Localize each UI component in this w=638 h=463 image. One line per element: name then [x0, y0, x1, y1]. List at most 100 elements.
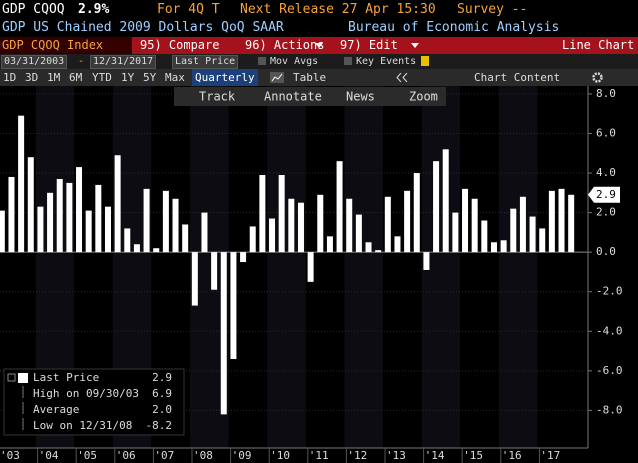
x-tick-label: '07: [154, 449, 174, 462]
bar: [558, 188, 565, 253]
frequency[interactable]: Quarterly: [192, 69, 258, 86]
end-date[interactable]: 12/31/2017: [90, 55, 157, 69]
year-band: [344, 86, 383, 448]
bar: [297, 202, 304, 253]
menu-item[interactable]: 96) Actions: [245, 38, 325, 52]
tool[interactable]: Zoom: [409, 90, 438, 104]
bar: [220, 252, 227, 415]
checkbox[interactable]: [344, 57, 352, 65]
y-tick-label: 0.0: [596, 245, 616, 258]
legend-swatch: [18, 373, 28, 383]
range[interactable]: 5Y: [143, 71, 157, 84]
checkbox[interactable]: [258, 57, 266, 65]
x-tick-label: '11: [309, 449, 329, 462]
start-date[interactable]: 03/31/2003: [1, 55, 68, 69]
bar: [0, 210, 5, 253]
range[interactable]: Max: [165, 71, 185, 84]
bar: [85, 210, 92, 253]
bar: [249, 226, 256, 253]
bar: [346, 198, 353, 253]
mov-avgs[interactable]: Mov Avgs: [270, 56, 319, 67]
bar: [240, 252, 247, 263]
bar: [66, 182, 73, 253]
bar: [394, 236, 401, 253]
settings-icon[interactable]: [592, 72, 603, 83]
y-tick-label: -6.0: [596, 364, 623, 377]
menu-item[interactable]: 95) Compare: [140, 38, 220, 52]
x-tick-label: '16: [502, 449, 522, 462]
bar: [462, 188, 469, 253]
x-tick-label: '04: [39, 449, 59, 462]
table[interactable]: Table: [293, 71, 327, 84]
bar: [153, 248, 160, 253]
menu-item[interactable]: 97) Edit: [340, 38, 398, 52]
tool[interactable]: News: [346, 90, 375, 104]
bar: [269, 218, 276, 253]
y-tick-label: -4.0: [596, 324, 623, 337]
range[interactable]: YTD: [92, 71, 112, 84]
x-tick-label: '08: [193, 449, 213, 462]
range[interactable]: 1Y: [121, 71, 135, 84]
background-layer: [35, 86, 538, 448]
bar: [27, 157, 34, 253]
range[interactable]: 3D: [25, 71, 39, 84]
description-row: GDP US Chained 2009 Dollars QoQ SAAR Bur…: [0, 19, 638, 37]
security[interactable]: GDP CQOQ Index: [0, 37, 132, 54]
last-value: 2.9%: [78, 2, 110, 17]
chart-kind[interactable]: Line Chart: [562, 38, 635, 52]
price-field[interactable]: Last Price: [172, 55, 238, 69]
info-icon[interactable]: [421, 56, 429, 66]
last-value-marker: [588, 186, 620, 203]
toolbar-background: [174, 87, 446, 106]
survey: Survey --: [457, 2, 528, 17]
range[interactable]: 1M: [47, 71, 61, 84]
release: Next Release 27 Apr 15:30: [240, 2, 436, 17]
date-separator: -: [78, 56, 85, 67]
bar: [548, 190, 555, 253]
header-row: GDP CQOQ 2.9% For 4Q T Next Release 27 A…: [0, 0, 638, 19]
bar: [442, 149, 449, 253]
legend-value: 2.0: [152, 403, 172, 416]
x-tick-label: '03: [0, 449, 20, 462]
tool[interactable]: Annotate: [264, 90, 322, 104]
tool[interactable]: Track: [199, 90, 236, 104]
x-tick-label: '06: [116, 449, 136, 462]
source: Bureau of Economic Analysis: [348, 20, 560, 35]
legend-label: Low on 12/31/08: [33, 419, 132, 432]
bar: [182, 224, 189, 253]
bar: [114, 155, 121, 253]
x-tick-label: '15: [463, 449, 483, 462]
legend-value: -8.2: [146, 419, 173, 432]
bar: [375, 250, 382, 253]
y-tick-label: 8.0: [596, 87, 616, 100]
bar: [355, 214, 362, 253]
bar: [336, 161, 343, 253]
y-tick-label: -2.0: [596, 285, 623, 298]
bar: [481, 220, 488, 253]
collapse-icon[interactable]: [396, 73, 408, 82]
legend-label: Last Price: [33, 371, 99, 384]
bar: [230, 252, 237, 359]
bar: [95, 184, 102, 253]
bar: [384, 196, 391, 253]
x-tick-label: '10: [270, 449, 290, 462]
legend-label: High on 09/30/03: [33, 387, 139, 400]
description: GDP US Chained 2009 Dollars QoQ SAAR: [2, 20, 284, 35]
bar: [539, 228, 546, 253]
bar: [56, 178, 63, 253]
options-row: 03/31/2003 - 12/31/2017 Last Price Mov A…: [0, 54, 638, 69]
chart-content[interactable]: Chart Content: [474, 71, 561, 84]
bar: [326, 236, 333, 253]
bar: [365, 242, 372, 253]
bar: [162, 190, 169, 253]
menu-row: GDP CQOQ Index 95) Compare 96) Actions 9…: [0, 37, 638, 54]
x-tick-label: '09: [232, 449, 252, 462]
y-tick-label: 2.0: [596, 206, 616, 219]
key-events[interactable]: Key Events: [356, 56, 417, 67]
range[interactable]: 6M: [69, 71, 83, 84]
year-band: [498, 86, 538, 448]
chart: -8.0 -6.0 -4.0 -2.0 0.0 2.0 4.0 6.0 8.0 '03 '04 '05…: [0, 86, 638, 463]
range[interactable]: 1D: [3, 71, 17, 84]
bar: [191, 252, 198, 306]
